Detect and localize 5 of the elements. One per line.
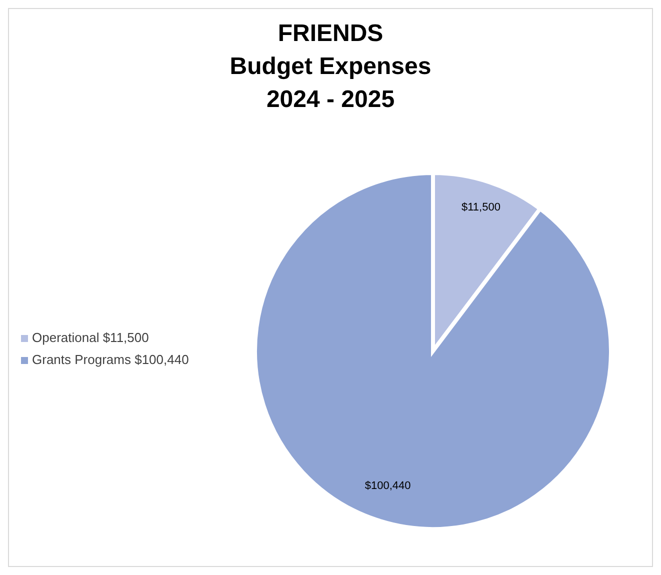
data-label: $11,500 (462, 202, 500, 214)
chart-title: FRIENDS Budget Expenses 2024 - 2025 (228, 19, 432, 115)
legend-label: Grants Programs $100,440 (32, 351, 189, 369)
data-label: $100,440 (364, 480, 411, 492)
legend-label: Operational $11,500 (32, 329, 149, 347)
